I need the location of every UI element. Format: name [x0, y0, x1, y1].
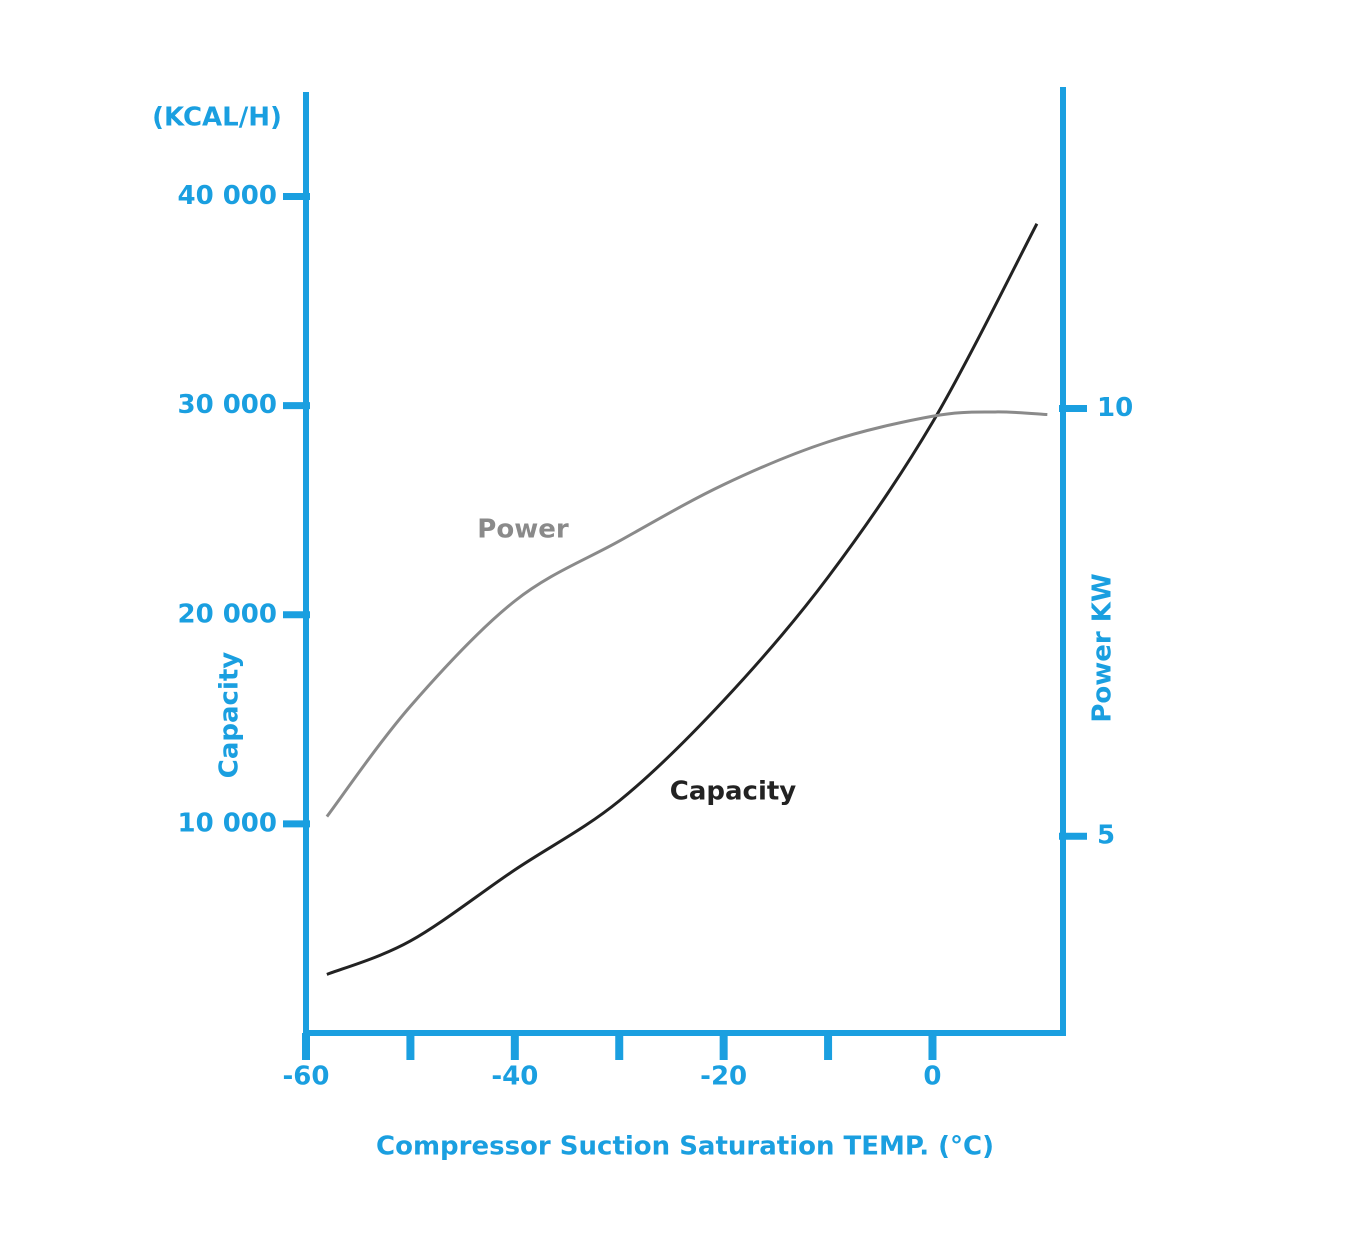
y2-tick-label: 5	[1097, 821, 1115, 851]
series-line	[326, 223, 1039, 976]
y-tick-label: 20 000	[177, 599, 277, 629]
y-unit-label: (KCAL/H)	[152, 103, 282, 133]
x-tick-label: -60	[283, 1062, 330, 1092]
x-axis-label: Compressor Suction Saturation TEMP. (°C)	[376, 1132, 994, 1162]
x-tick-label: -20	[700, 1062, 747, 1092]
series-line	[325, 410, 1048, 818]
x-tick-label: 0	[923, 1062, 941, 1092]
y2-axis-label: Power KW	[1088, 573, 1118, 722]
y-tick-label: 10 000	[177, 808, 277, 838]
y2-tick-label: 10	[1097, 393, 1133, 423]
series-label: Power	[477, 515, 569, 545]
x-tick-label: -40	[491, 1062, 538, 1092]
y-tick-label: 40 000	[177, 181, 277, 211]
y-axis-label: Capacity	[215, 652, 245, 779]
y-tick-label: 30 000	[177, 390, 277, 420]
series-label: Capacity	[670, 777, 797, 807]
